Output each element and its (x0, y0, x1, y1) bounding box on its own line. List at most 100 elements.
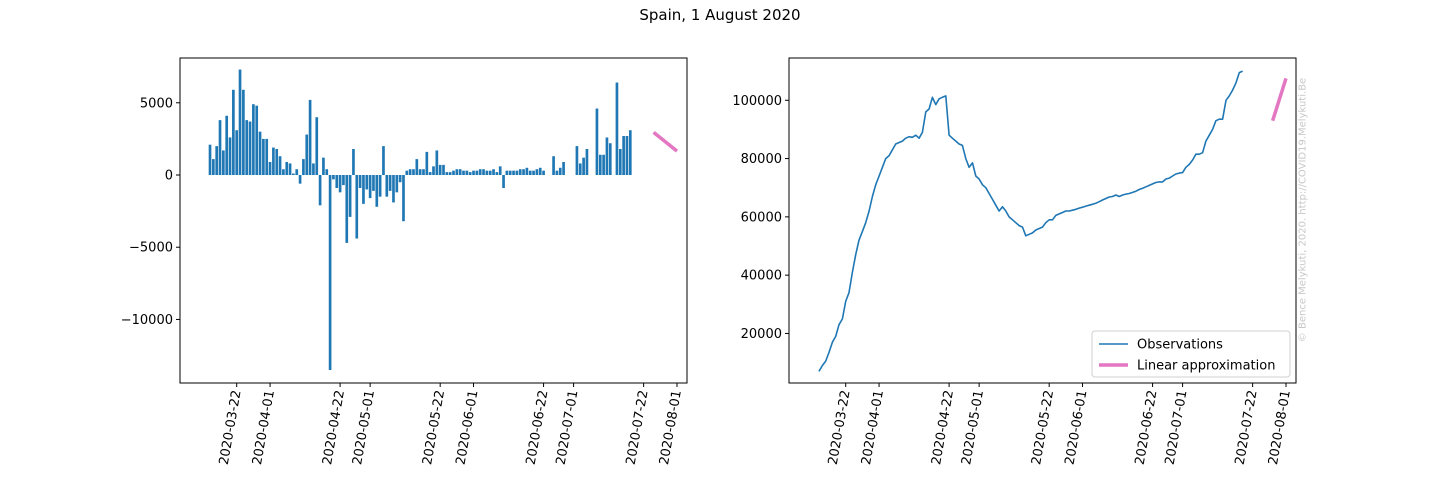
bar (485, 170, 489, 175)
x-tick-label: 2020-08-01 (657, 389, 685, 466)
bar (285, 162, 289, 175)
bar (315, 117, 319, 175)
bar (628, 130, 632, 175)
bar (468, 172, 472, 175)
x-tick-label: 2020-03-22 (217, 389, 245, 466)
line-series (818, 70, 1288, 372)
bar (215, 146, 219, 175)
bar (512, 170, 515, 175)
bar (268, 162, 272, 175)
bar (225, 115, 229, 175)
y-tick-label: 20000 (741, 327, 782, 342)
bar (435, 150, 439, 175)
bar (258, 131, 262, 175)
bar (488, 170, 492, 175)
bar (238, 69, 242, 175)
bar (382, 146, 385, 175)
bar (255, 105, 259, 175)
bar (282, 169, 285, 175)
bar (278, 156, 282, 175)
bar (475, 170, 479, 175)
bar (515, 170, 519, 175)
x-tick-label: 2020-06-22 (524, 389, 552, 466)
x-tick-label: 2020-07-22 (624, 389, 652, 466)
bar (448, 172, 452, 175)
bar (625, 136, 629, 175)
x-tick-label: 2020-07-01 (554, 389, 582, 466)
bar (242, 89, 245, 175)
axes-frame (788, 57, 1297, 384)
bar (505, 170, 509, 175)
bar (295, 169, 299, 175)
x-tick-label: 2020-04-22 (320, 389, 348, 466)
bar (302, 159, 305, 175)
bar (432, 166, 435, 175)
bar (455, 169, 459, 175)
bar (365, 175, 369, 190)
bar (408, 169, 412, 175)
bar (422, 169, 425, 175)
y-tick-label: 40000 (741, 269, 782, 284)
bar (348, 175, 352, 217)
bar (392, 175, 395, 203)
bar (472, 170, 475, 175)
bar (495, 172, 499, 175)
y-tick-label: −5000 (129, 241, 173, 256)
x-tick-label: 2020-06-01 (1063, 389, 1091, 466)
bar (482, 169, 485, 175)
x-axis-ticks: 2020-03-22 2020-04-01 2020-04-22 2020-05-01… (217, 383, 685, 466)
bar (552, 156, 555, 175)
bar (245, 120, 249, 175)
bar (575, 146, 579, 175)
bar (502, 175, 505, 188)
bar (538, 167, 542, 175)
bar (208, 144, 212, 175)
y-tick-label: 0 (165, 169, 173, 184)
linear-approximation-line (652, 131, 679, 153)
observations-line (818, 70, 1243, 372)
bar (395, 175, 399, 193)
bar (465, 170, 469, 175)
bar (325, 169, 329, 175)
bar (345, 175, 349, 243)
bar-series (208, 69, 632, 370)
bar (262, 138, 265, 175)
bar (368, 175, 372, 199)
x-tick-label: 2020-05-22 (1029, 389, 1057, 466)
bar (252, 104, 255, 175)
bar (478, 169, 482, 175)
bar (428, 172, 432, 175)
bar (492, 169, 495, 175)
linear-approximation-line (1270, 77, 1288, 122)
bar (558, 167, 562, 175)
x-tick-label: 2020-05-01 (350, 389, 378, 466)
bar (338, 175, 342, 193)
bar (608, 143, 612, 175)
bar (622, 136, 625, 175)
legend-box (1091, 330, 1291, 378)
bar (425, 151, 429, 175)
bar (578, 163, 582, 175)
bar (418, 169, 422, 175)
bar (412, 169, 415, 175)
x-tick-label: 2020-05-22 (420, 389, 448, 466)
bar (452, 170, 455, 175)
bar (438, 164, 442, 175)
y-tick-label: 80000 (741, 152, 782, 167)
bar (462, 170, 465, 175)
y-axis-ticks: 5000 0 −5000 −10000 (121, 96, 180, 328)
y-tick-label: −10000 (121, 313, 173, 328)
bar (358, 175, 362, 188)
bar (498, 166, 502, 175)
bar (342, 175, 345, 186)
axes-frame (179, 57, 688, 384)
bar (212, 159, 215, 175)
bar (235, 130, 239, 175)
x-tick-label: 2020-04-01 (859, 389, 887, 466)
bar (372, 175, 375, 191)
bar (332, 175, 335, 180)
bar (305, 134, 309, 175)
bar (232, 89, 235, 175)
